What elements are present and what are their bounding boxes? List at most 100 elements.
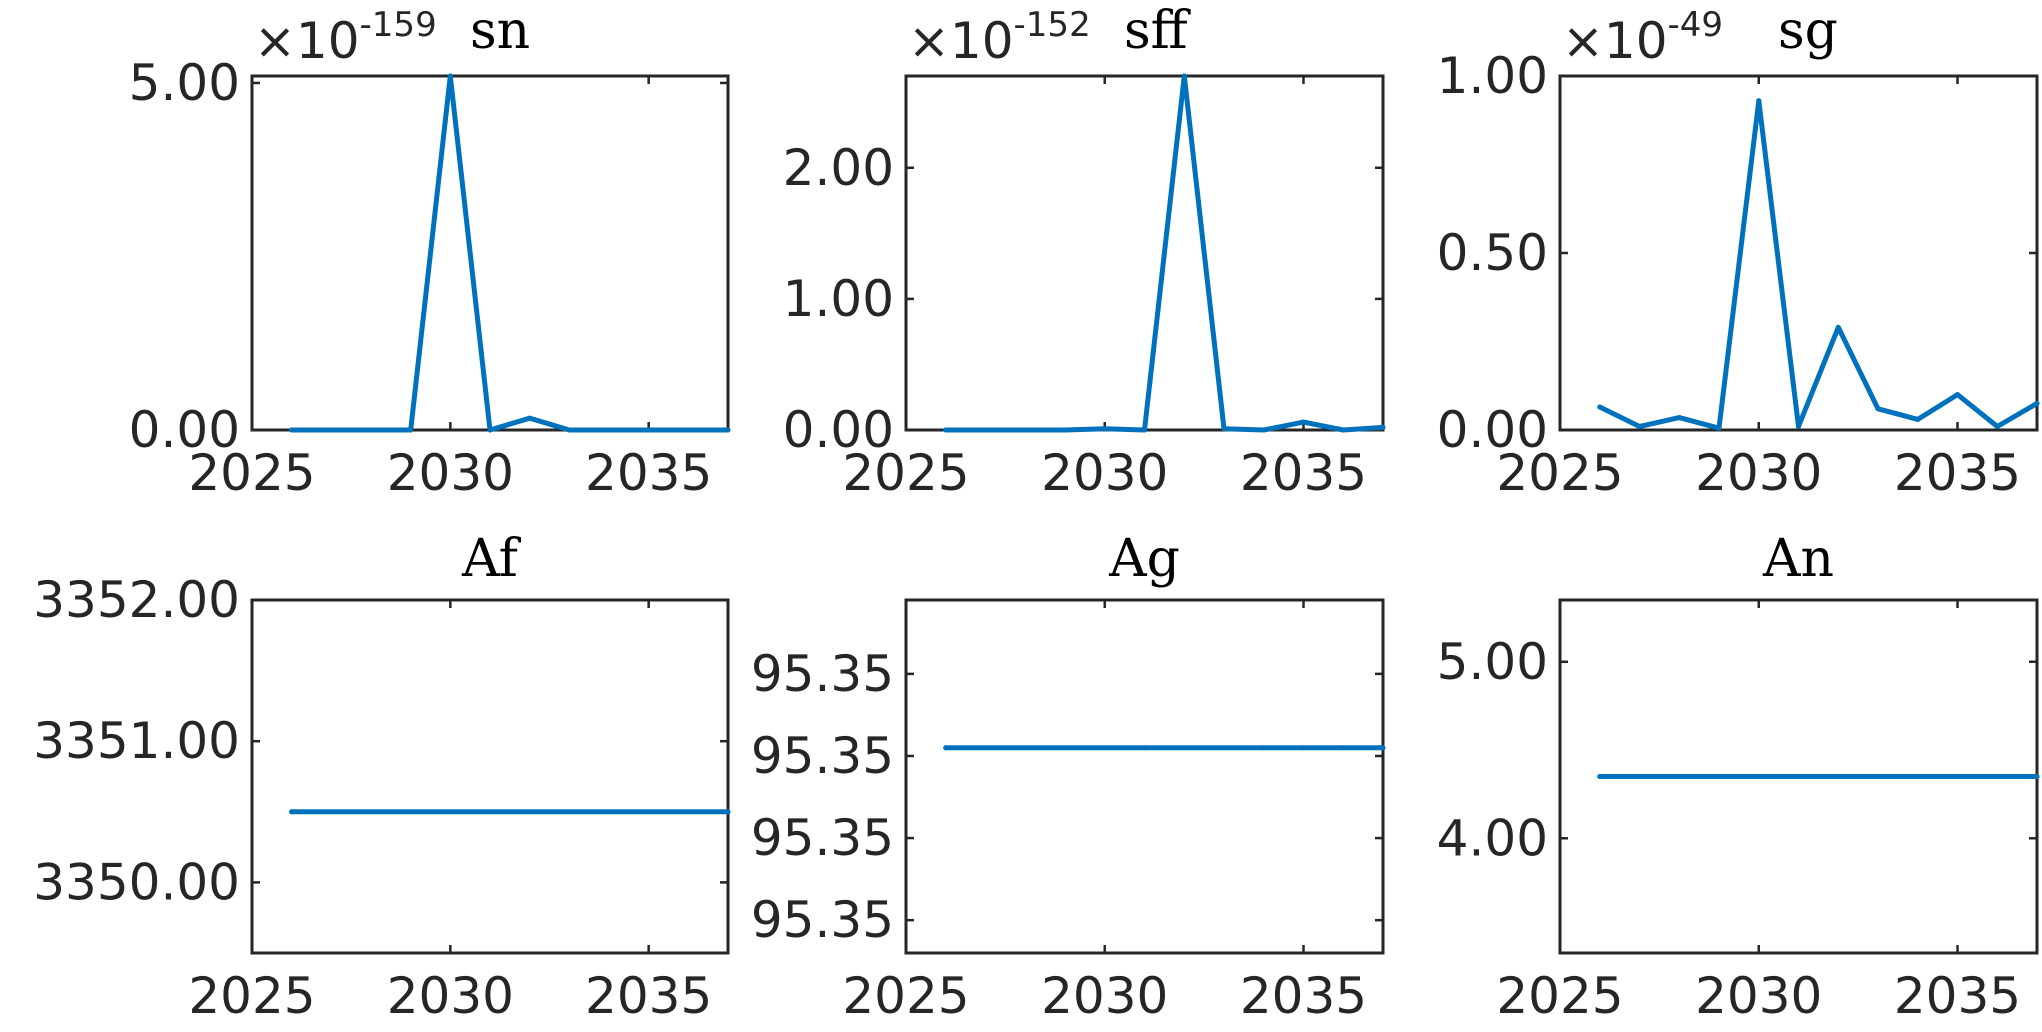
y-tick-label: 0.00	[129, 401, 240, 459]
data-point	[1796, 423, 1801, 429]
data-point	[289, 427, 295, 433]
x-tick-label: 2025	[1496, 967, 1623, 1025]
x-tick-label: 2035	[1894, 967, 2021, 1025]
y-tick-label: 0.00	[783, 401, 894, 459]
series-line	[943, 73, 1386, 433]
data-point	[1676, 415, 1682, 421]
x-tick-label: 2030	[387, 967, 514, 1025]
y-tick-label: 3351.00	[33, 712, 240, 770]
x-tick-label: 2030	[1041, 444, 1168, 502]
data-point	[1955, 392, 1960, 398]
x-tick-label: 2030	[1695, 444, 1822, 502]
data-point	[487, 427, 493, 433]
panel-title: sg	[1778, 1, 1838, 61]
data-point	[1022, 427, 1028, 433]
x-tick-label: 2035	[585, 444, 712, 502]
panel-title: sn	[470, 1, 530, 61]
data-point	[1181, 73, 1187, 79]
subplot-3: 2025 2030 2035 0.00 0.50 1.00×10-49 sg	[1437, 1, 2040, 502]
panel-title: Af	[461, 529, 522, 589]
y-tick-label: 1.00	[1437, 47, 1548, 105]
y-tick-label: 2.00	[783, 139, 894, 197]
axis-exponent-label: ×10-49	[1562, 5, 1723, 70]
y-tick-label: 95.35	[751, 809, 894, 867]
series-line	[1597, 98, 2040, 431]
data-point	[1875, 406, 1881, 412]
data-point	[1142, 427, 1147, 433]
subplot-2: 2025 2030 2035 0.00 1.00 2.00 ×10-152 sff	[783, 1, 1386, 502]
series-line	[289, 73, 731, 433]
data-point	[1301, 419, 1306, 425]
exponent-value: -49	[1668, 5, 1724, 45]
axes-box	[250, 74, 730, 432]
subplot-6: 2025 2030 2035 4.00 5.00 An	[1437, 529, 2040, 1025]
data-point	[1994, 423, 2000, 429]
data-point	[1756, 98, 1762, 104]
exponent-value: -152	[1014, 5, 1091, 45]
data-point	[1301, 745, 1306, 751]
x-tick-label: 2025	[842, 967, 969, 1025]
data-point	[1221, 426, 1227, 432]
x-tick-label: 2025	[188, 444, 315, 502]
data-point	[1102, 426, 1108, 432]
data-point	[2034, 400, 2040, 406]
data-point	[1261, 427, 1267, 433]
y-tick-label: 3350.00	[33, 853, 240, 911]
x-tick-label: 2030	[387, 444, 514, 502]
subplot-1: 2025 2030 2035 0.00 5.00×10-159 sn	[129, 1, 731, 502]
data-point	[685, 427, 691, 433]
data-point	[1597, 404, 1603, 410]
x-tick-label: 2035	[585, 967, 712, 1025]
data-point	[328, 427, 334, 433]
x-tick-label: 2030	[1041, 967, 1168, 1025]
x-tick-label: 2035	[1894, 444, 2021, 502]
data-point	[943, 745, 949, 751]
x-tick-label: 2025	[842, 444, 969, 502]
data-point	[289, 809, 295, 815]
y-tick-label: 5.00	[129, 54, 240, 112]
data-point	[1062, 427, 1068, 433]
x-tick-label: 2035	[1240, 967, 1367, 1025]
data-point	[527, 415, 533, 421]
data-point	[1261, 745, 1267, 751]
data-point	[1915, 416, 1921, 422]
data-point	[1340, 745, 1346, 751]
data-point	[447, 73, 453, 79]
y-tick-label: 5.00	[1437, 633, 1548, 691]
y-tick-label: 95.35	[751, 645, 894, 703]
data-point	[1637, 423, 1642, 429]
subplot-4: 2025 2030 2035 3350.00 3351.00 3352.00 Af	[33, 529, 731, 1025]
y-tick-label: 1.00	[783, 270, 894, 328]
data-point	[566, 427, 572, 433]
y-tick-label: 0.00	[1437, 401, 1548, 459]
x-tick-label: 2025	[1496, 444, 1623, 502]
data-point	[1716, 425, 1722, 431]
data-point	[1380, 424, 1386, 430]
axes-box	[250, 598, 730, 955]
x-tick-label: 2025	[188, 967, 315, 1025]
exponent-value: -159	[360, 5, 437, 45]
data-point	[1380, 745, 1386, 751]
axes-box	[1558, 74, 2039, 432]
exponent-prefix: ×10	[1562, 12, 1668, 70]
y-tick-label: 95.35	[751, 727, 894, 785]
data-point	[1597, 774, 1603, 779]
data-point	[408, 427, 414, 433]
data-point	[1340, 427, 1346, 433]
data-point	[983, 427, 988, 433]
data-point	[725, 427, 731, 433]
data-point	[943, 427, 949, 433]
exponent-prefix: ×10	[908, 12, 1014, 70]
panel-title: Ag	[1108, 529, 1180, 589]
subplot-5: 2025 2030 2035 95.35 95.35 95.35 95.35 Ag	[751, 529, 1386, 1025]
data-point	[1142, 745, 1147, 751]
y-tick-label: 95.35	[751, 891, 894, 949]
data-point	[2034, 774, 2040, 779]
y-tick-label: 4.00	[1437, 809, 1548, 867]
x-tick-label: 2035	[1240, 444, 1367, 502]
panel-title: An	[1762, 529, 1834, 589]
data-point	[1835, 324, 1841, 330]
axes-box	[904, 74, 1385, 432]
y-tick-label: 0.50	[1437, 224, 1548, 282]
